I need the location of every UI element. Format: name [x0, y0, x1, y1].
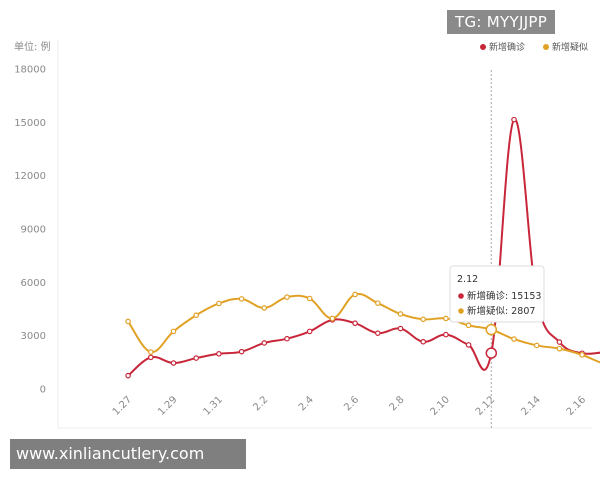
x-tick-label: 2.12: [474, 394, 498, 418]
y-tick-label: 6000: [21, 278, 46, 289]
suspected-point[interactable]: [374, 300, 381, 306]
x-tick-label: 2.2: [251, 394, 270, 413]
confirmed-point[interactable]: [193, 355, 200, 361]
url-watermark: www.xinliancutlery.com: [10, 439, 246, 469]
tooltip-swatch-confirmed: [458, 293, 464, 299]
suspected-point[interactable]: [238, 296, 245, 302]
x-tick-label: 1.27: [111, 394, 135, 418]
suspected-point[interactable]: [125, 318, 131, 325]
suspected-point[interactable]: [397, 311, 404, 317]
suspected-point[interactable]: [170, 328, 177, 335]
legend[interactable]: 新增确诊 新增疑似: [480, 41, 588, 53]
confirmed-point[interactable]: [216, 350, 222, 357]
x-tick-label: 2.8: [388, 394, 407, 413]
confirmed-point[interactable]: [170, 360, 177, 366]
suspected-point[interactable]: [216, 300, 222, 307]
suspected-point[interactable]: [533, 342, 540, 349]
suspected-point[interactable]: [261, 305, 268, 311]
series-confirmed: [125, 116, 600, 379]
suspected-point[interactable]: [148, 349, 154, 355]
confirmed-point[interactable]: [284, 335, 290, 342]
tooltip-label-suspected: 新增疑似: [467, 305, 506, 317]
confirmed-line: [127, 118, 600, 377]
y-axis: 0 3000 6000 9000 12000 15000 18000: [14, 65, 46, 396]
x-axis: 1.27 1.29 1.31 2.2 2.4 2.6 2.8 2.10 2.12 2.14 2.16…: [111, 394, 589, 418]
suspected-point[interactable]: [511, 336, 517, 342]
suspected-point[interactable]: [485, 323, 498, 336]
suspected-point[interactable]: [284, 294, 290, 300]
x-tick-label: 2.6: [342, 394, 361, 413]
svg-text:新增疑似: 2807: 新增疑似: 2807: [467, 305, 535, 317]
legend-label-suspected[interactable]: 新增疑似: [552, 41, 588, 53]
confirmed-point[interactable]: [511, 116, 517, 123]
confirmed-point[interactable]: [352, 320, 358, 327]
confirmed-point[interactable]: [556, 339, 563, 345]
tooltip-swatch-suspected: [458, 308, 464, 314]
x-tick-label: 2.10: [428, 394, 452, 418]
x-tick-label: 1.31: [201, 394, 225, 418]
x-tick-label: 2.14: [519, 394, 543, 418]
confirmed-point[interactable]: [125, 372, 131, 379]
confirmed-point[interactable]: [485, 347, 498, 359]
suspected-point[interactable]: [306, 295, 313, 302]
confirmed-point[interactable]: [465, 342, 472, 348]
tooltip-value-suspected: 2807: [511, 306, 535, 317]
tooltip: 2.12 新增确诊: 15153 新增疑似: 2807: [449, 265, 545, 323]
x-tick-label: 1.29: [156, 394, 180, 418]
confirmed-point[interactable]: [261, 340, 268, 346]
suspected-point[interactable]: [420, 316, 427, 323]
y-tick-label: 3000: [21, 331, 46, 342]
confirmed-point[interactable]: [148, 354, 154, 361]
suspected-point[interactable]: [579, 352, 585, 358]
confirmed-point[interactable]: [420, 338, 427, 345]
legend-swatch-confirmed: [480, 44, 486, 50]
confirmed-point[interactable]: [306, 328, 313, 335]
telegram-watermark: TG: MYYJJPP: [447, 10, 556, 34]
suspected-point[interactable]: [193, 312, 200, 319]
legend-label-confirmed[interactable]: 新增确诊: [489, 41, 525, 53]
svg-text:新增确诊: 15153: 新增确诊: 15153: [467, 290, 541, 302]
x-tick-label: 2.16: [565, 394, 589, 418]
y-tick-label: 18000: [14, 65, 46, 76]
suspected-point[interactable]: [352, 291, 358, 298]
suspected-point[interactable]: [556, 345, 563, 352]
y-tick-label: 12000: [14, 171, 46, 182]
y-tick-label: 15000: [14, 118, 46, 129]
tooltip-title: 2.12: [457, 274, 478, 285]
tooltip-label-confirmed: 新增确诊: [467, 290, 506, 302]
series-layer: [125, 116, 600, 379]
tooltip-value-confirmed: 15153: [511, 291, 541, 302]
x-tick-label: 2.4: [297, 394, 316, 413]
tooltip-box: [449, 265, 545, 323]
confirmed-point[interactable]: [374, 330, 381, 336]
y-unit-label: 单位: 例: [14, 40, 51, 53]
confirmed-point[interactable]: [443, 331, 449, 338]
suspected-point[interactable]: [443, 315, 449, 322]
series-suspected: [125, 291, 600, 364]
confirmed-point[interactable]: [397, 325, 404, 332]
suspected-point[interactable]: [329, 315, 336, 322]
y-tick-label: 0: [40, 385, 46, 396]
confirmed-point[interactable]: [238, 348, 245, 355]
y-tick-label: 9000: [21, 225, 46, 236]
legend-swatch-suspected: [543, 44, 549, 50]
suspected-point[interactable]: [465, 322, 472, 329]
